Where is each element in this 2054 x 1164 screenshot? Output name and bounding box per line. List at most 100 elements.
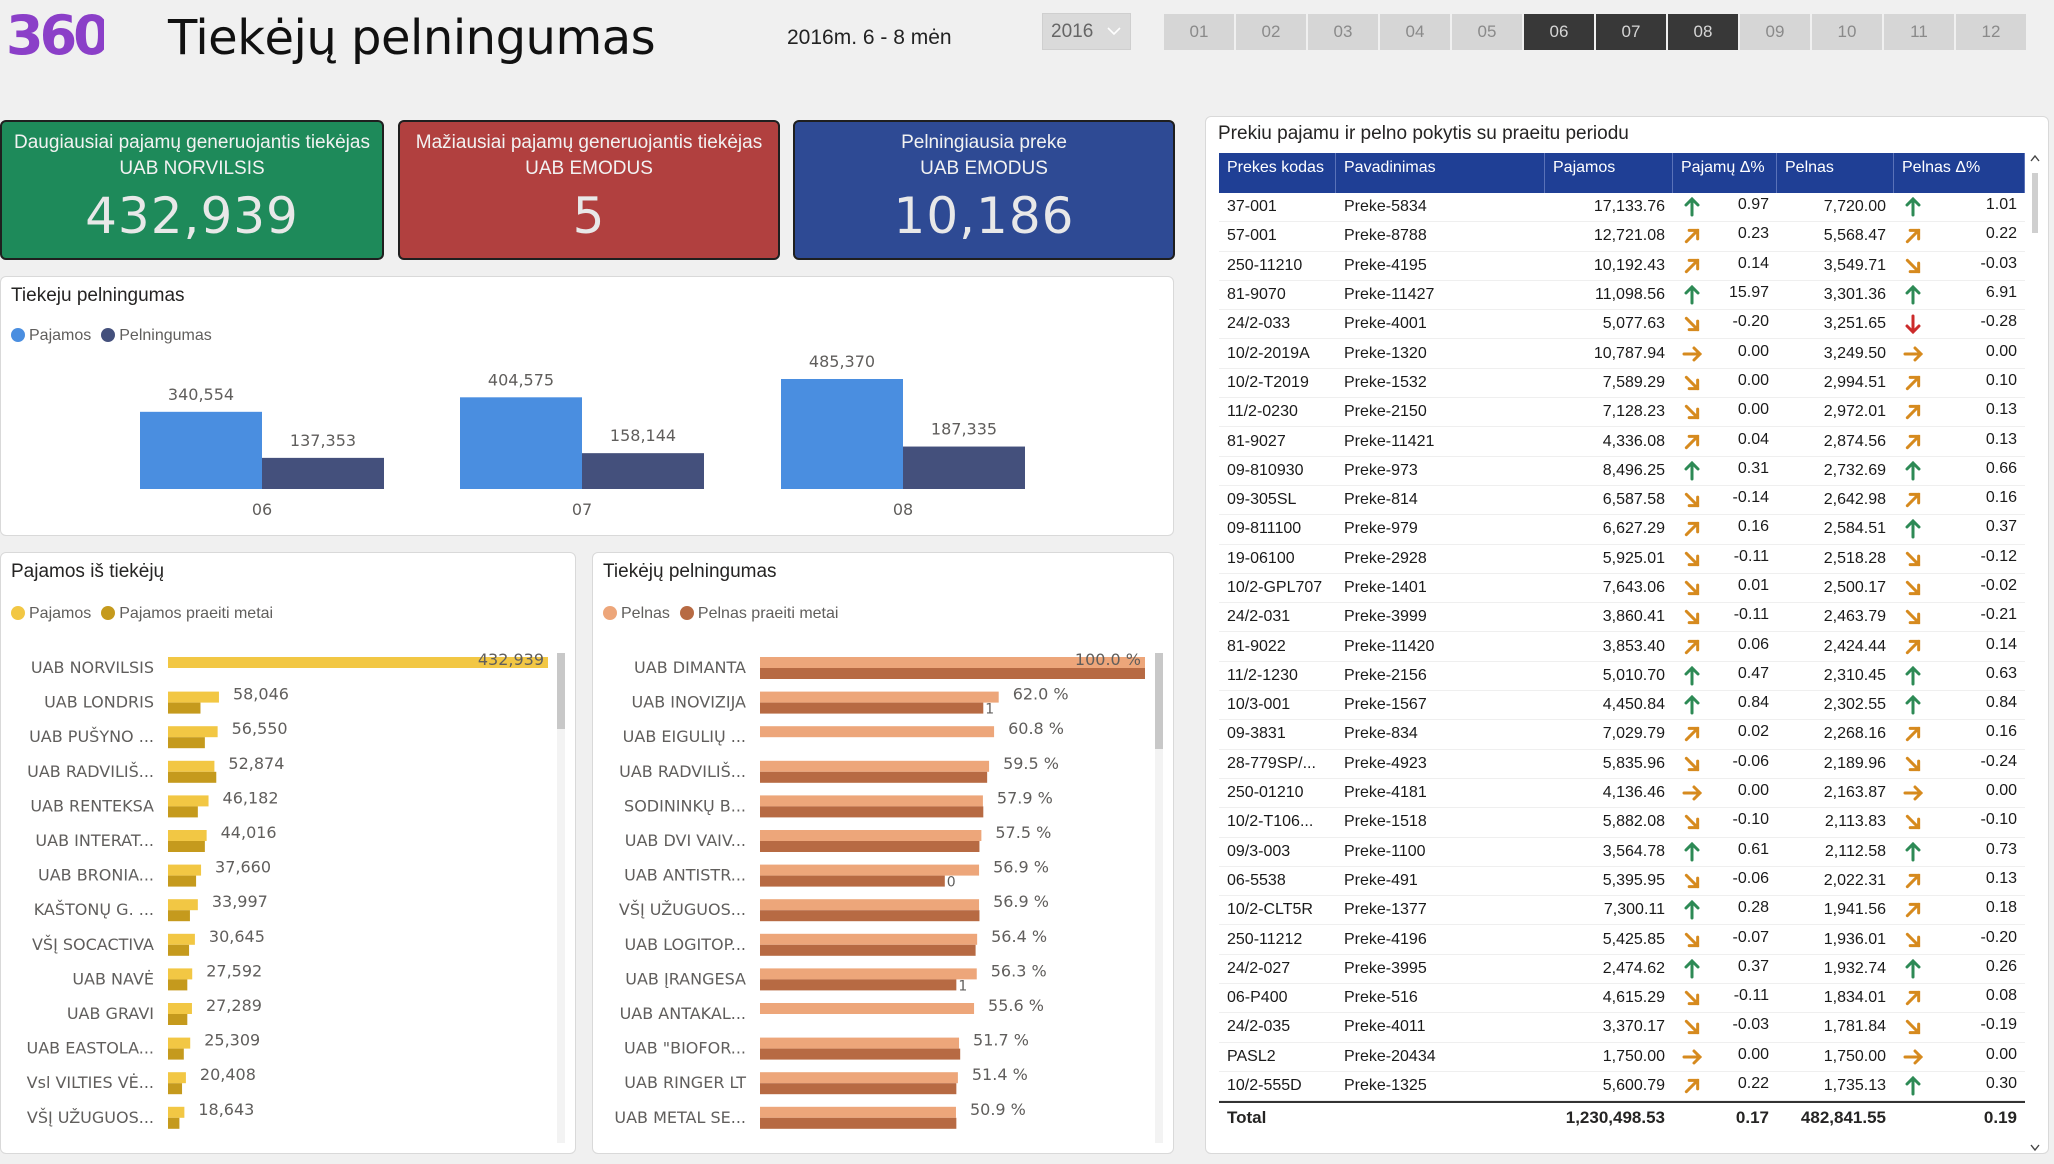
bar-previous-6[interactable]: [760, 875, 945, 887]
month-button-02[interactable]: 02: [1236, 14, 1306, 50]
month-button-04[interactable]: 04: [1380, 14, 1450, 50]
column-header[interactable]: Pavadinimas: [1336, 153, 1545, 193]
legend-item[interactable]: Pelningumas: [101, 327, 212, 345]
bar-current-9[interactable]: [760, 968, 977, 980]
bar-current-2[interactable]: [760, 726, 995, 738]
chart-scrollbar-thumb[interactable]: [1155, 653, 1163, 749]
bar-current-4[interactable]: [760, 795, 983, 807]
chart-scrollbar-track[interactable]: [1155, 653, 1163, 1143]
legend-item[interactable]: Pelnas praeiti metai: [679, 605, 838, 623]
bar-previous-12[interactable]: [760, 1083, 957, 1095]
bar-current-6[interactable]: [168, 864, 202, 876]
legend-item[interactable]: Pelnas: [603, 605, 670, 623]
bar-current-12[interactable]: [168, 1072, 186, 1084]
bar-previous-12[interactable]: [168, 1083, 183, 1095]
table-scrollbar[interactable]: [2030, 153, 2040, 1153]
table-row[interactable]: 81-9070 Preke-11427 11,098.56 15.97 3,301.36…: [1219, 281, 2025, 311]
table-row[interactable]: 06-P400 Preke-516 4,615.29 -0.11 1,834.01 0.0…: [1219, 984, 2025, 1014]
month-button-09[interactable]: 09: [1740, 14, 1810, 50]
table-body[interactable]: 37-001 Preke-5834 17,133.76 0.97 7,720.00 1.0…: [1219, 193, 2025, 1102]
table-row[interactable]: 09-3831 Preke-834 7,029.79 0.02 2,268.16 0.16: [1219, 720, 2025, 750]
bar-previous-7[interactable]: [168, 910, 190, 922]
bar-current-7[interactable]: [168, 899, 198, 911]
column-header[interactable]: Pajamos: [1545, 153, 1673, 193]
table-row[interactable]: 10/2-GPL707 Preke-1401 7,643.06 0.01 2,500.1…: [1219, 574, 2025, 604]
month-button-03[interactable]: 03: [1308, 14, 1378, 50]
table-row[interactable]: 81-9022 Preke-11420 3,853.40 0.06 2,424.44 0.…: [1219, 632, 2025, 662]
bar-pelningumas-06[interactable]: [262, 457, 384, 489]
bar-current-8[interactable]: [168, 933, 195, 945]
bar-current-4[interactable]: [168, 795, 209, 807]
table-row[interactable]: 250-11212 Preke-4196 5,425.85 -0.07 1,936.01…: [1219, 925, 2025, 955]
bar-current-1[interactable]: [760, 691, 999, 703]
chart-scrollbar-thumb[interactable]: [557, 653, 565, 729]
bar-current-0[interactable]: [760, 657, 1145, 668]
bar-current-6[interactable]: [760, 864, 980, 876]
month-button-07[interactable]: 07: [1596, 14, 1666, 50]
bar-previous-11[interactable]: [760, 1048, 961, 1060]
table-row[interactable]: PASL2 Preke-20434 1,750.00 0.00 1,750.00 0.00: [1219, 1043, 2025, 1072]
table-row[interactable]: 06-5538 Preke-491 5,395.95 -0.06 2,022.31 0.1…: [1219, 867, 2025, 897]
bar-previous-5[interactable]: [168, 841, 205, 852]
bar-current-9[interactable]: [168, 968, 193, 980]
bar-current-10[interactable]: [760, 1003, 975, 1014]
bar-current-13[interactable]: [760, 1106, 956, 1118]
bar-previous-8[interactable]: [760, 944, 976, 956]
bar-previous-9[interactable]: [168, 979, 188, 991]
table-row[interactable]: 57-001 Preke-8788 12,721.08 0.23 5,568.47 0.2…: [1219, 222, 2025, 252]
bar-current-10[interactable]: [168, 1003, 192, 1014]
month-button-12[interactable]: 12: [1956, 14, 2026, 50]
bar-current-11[interactable]: [760, 1037, 960, 1049]
table-row[interactable]: 09-811100 Preke-979 6,627.29 0.16 2,584.51 0.…: [1219, 515, 2025, 545]
table-row[interactable]: 28-779SP/... Preke-4923 5,835.96 -0.06 2,189…: [1219, 750, 2025, 779]
column-header[interactable]: Pajamų Δ%: [1673, 153, 1777, 193]
table-row[interactable]: 10/2-T106... Preke-1518 5,882.08 -0.10 2,113…: [1219, 808, 2025, 838]
bar-previous-10[interactable]: [168, 1014, 188, 1025]
month-button-10[interactable]: 10: [1812, 14, 1882, 50]
table-row[interactable]: 10/3-001 Preke-1567 4,450.84 0.84 2,302.55 0.…: [1219, 691, 2025, 721]
column-header[interactable]: Pelnas Δ%: [1894, 153, 2025, 193]
table-row[interactable]: 09-810930 Preke-973 8,496.25 0.31 2,732.69 0.…: [1219, 457, 2025, 486]
bar-previous-7[interactable]: [760, 910, 980, 922]
bar-current-11[interactable]: [168, 1037, 191, 1049]
bar-previous-9[interactable]: [760, 979, 957, 991]
table-row[interactable]: 11/2-0230 Preke-2150 7,128.23 0.00 2,972.01 0…: [1219, 398, 2025, 428]
bar-pelningumas-07[interactable]: [582, 453, 704, 489]
bar-current-7[interactable]: [760, 899, 980, 911]
table-row[interactable]: 09/3-003 Preke-1100 3,564.78 0.61 2,112.58 0.…: [1219, 838, 2025, 867]
bar-current-13[interactable]: [168, 1106, 185, 1118]
table-row[interactable]: 10/2-T2019 Preke-1532 7,589.29 0.00 2,994.51…: [1219, 369, 2025, 399]
bar-current-0[interactable]: [168, 657, 548, 668]
bar-pelningumas-08[interactable]: [903, 446, 1025, 489]
bar-current-3[interactable]: [168, 760, 215, 772]
bar-current-12[interactable]: [760, 1072, 958, 1084]
table-row[interactable]: 37-001 Preke-5834 17,133.76 0.97 7,720.00 1.0…: [1219, 193, 2025, 223]
bar-previous-2[interactable]: [168, 737, 205, 749]
bar-current-2[interactable]: [168, 726, 218, 738]
bar-previous-5[interactable]: [760, 841, 980, 852]
legend-item[interactable]: Pajamos: [11, 605, 91, 623]
bar-previous-13[interactable]: [760, 1117, 957, 1129]
bar-previous-1[interactable]: [168, 702, 201, 714]
column-header[interactable]: Prekes kodas: [1219, 153, 1336, 193]
month-button-01[interactable]: 01: [1164, 14, 1234, 50]
month-button-06[interactable]: 06: [1524, 14, 1594, 50]
bar-previous-3[interactable]: [168, 771, 217, 783]
legend-item[interactable]: Pajamos praeiti metai: [101, 605, 273, 623]
bar-current-8[interactable]: [760, 933, 978, 945]
bar-previous-6[interactable]: [168, 875, 197, 887]
bar-pajamos-06[interactable]: [140, 411, 262, 489]
month-button-05[interactable]: 05: [1452, 14, 1522, 50]
table-row[interactable]: 09-305SL Preke-814 6,587.58 -0.14 2,642.98 0.…: [1219, 486, 2025, 516]
bar-pajamos-08[interactable]: [781, 379, 903, 489]
bar-current-5[interactable]: [760, 830, 982, 841]
table-row[interactable]: 10/2-CLT5R Preke-1377 7,300.11 0.28 1,941.56…: [1219, 896, 2025, 926]
month-button-08[interactable]: 08: [1668, 14, 1738, 50]
bar-current-5[interactable]: [168, 830, 207, 841]
bar-previous-8[interactable]: [168, 944, 190, 956]
bar-previous-1[interactable]: [760, 702, 984, 714]
table-row[interactable]: 250-11210 Preke-4195 10,192.43 0.14 3,549.71…: [1219, 252, 2025, 281]
column-header[interactable]: Pelnas: [1777, 153, 1894, 193]
month-button-11[interactable]: 11: [1884, 14, 1954, 50]
table-row[interactable]: 250-01210 Preke-4181 4,136.46 0.00 2,163.87 0…: [1219, 779, 2025, 809]
